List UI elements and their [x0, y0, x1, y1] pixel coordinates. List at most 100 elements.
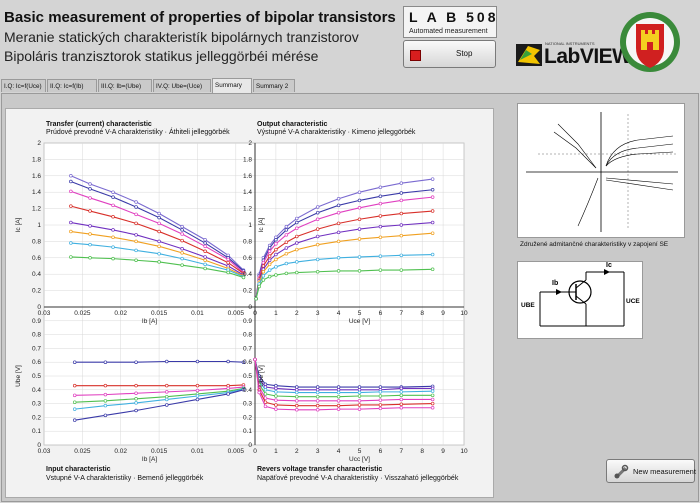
- input-data-point: [72, 393, 77, 398]
- input-data-point: [134, 391, 138, 396]
- ic-y-tick: 1.8: [32, 156, 41, 163]
- output-data-point: [267, 249, 272, 253]
- output-data-point: [357, 255, 362, 259]
- output-data-point: [336, 239, 341, 244]
- reverse-data-point: [336, 394, 341, 399]
- transfer-data-point: [111, 195, 115, 199]
- transfer-data-point: [111, 190, 115, 194]
- output-data-point: [357, 227, 362, 231]
- transfer-data-point: [203, 262, 207, 267]
- transfer-data-point: [111, 235, 115, 240]
- reverse-data-point: [378, 406, 383, 411]
- output-data-point: [336, 203, 341, 208]
- transfer-data-point: [180, 238, 184, 243]
- tab-summary-2[interactable]: Summary 2: [253, 79, 295, 92]
- output-data-point: [399, 268, 404, 272]
- transfer-data-point: [226, 260, 230, 265]
- reverse-data-point: [378, 394, 383, 398]
- output-data-point: [336, 230, 341, 235]
- new-measurement-label: New measurement: [633, 467, 696, 476]
- tab-summary[interactable]: Summary: [212, 78, 252, 93]
- ic-y-tick: 2: [37, 140, 41, 147]
- reverse-data-point: [336, 407, 341, 411]
- uce-label: UCE: [626, 298, 640, 305]
- stop-button[interactable]: Stop: [403, 40, 496, 68]
- output-data-point: [357, 237, 362, 241]
- reverse-data-point: [263, 388, 268, 392]
- ic-y-tick: 0.4: [32, 271, 41, 278]
- reverse-data-point: [357, 407, 362, 411]
- output-data-point: [430, 177, 435, 181]
- reverse-data-point: [430, 386, 435, 391]
- new-measurement-button[interactable]: New measurement: [606, 459, 696, 483]
- input-y-label: Ube [V]: [15, 365, 22, 387]
- output-data-point: [430, 195, 435, 199]
- transfer-data-point: [111, 228, 115, 232]
- reverse-y-label: Ube [V]: [258, 365, 265, 387]
- transfer-data-point: [203, 241, 207, 245]
- input-data-point: [134, 397, 138, 401]
- output-data-point: [295, 270, 299, 275]
- labview-logo: NATIONAL INSTRUMENTS LabVIEW: [514, 38, 632, 70]
- transfer-data-point: [157, 229, 161, 234]
- tab-ic-ib[interactable]: II.Q: Ic=f(Ib): [47, 79, 97, 92]
- reverse-data-point: [399, 390, 404, 394]
- transfer-data-point: [180, 263, 184, 267]
- transfer-data-point: [226, 257, 230, 262]
- transfer-data-point: [157, 244, 161, 249]
- output-data-point: [261, 264, 266, 268]
- output-data-point: [295, 216, 299, 221]
- output-data-point: [357, 190, 362, 194]
- ic-y-tick-output: 1.8: [243, 156, 252, 163]
- output-data-point: [378, 235, 383, 240]
- reverse-data-point: [357, 390, 362, 395]
- reverse-data-point: [399, 397, 404, 402]
- ib-label: Ib: [552, 280, 559, 287]
- output-data-point: [274, 247, 278, 252]
- output-data-point: [295, 220, 299, 225]
- input-data-point: [226, 386, 230, 391]
- transfer-data-point: [88, 256, 92, 260]
- ube-y-tick-reverse: 0.1: [243, 428, 252, 435]
- ic-y-tick: 0: [37, 304, 41, 311]
- ube-label: UBE: [521, 302, 535, 309]
- reverse-data-point: [295, 399, 299, 403]
- input-data-point: [241, 360, 246, 364]
- ube-y-tick: 0.3: [32, 401, 41, 408]
- tab-ube-uce[interactable]: IV.Q: Ube=(Uce): [153, 79, 211, 92]
- reverse-data-point: [336, 390, 341, 395]
- output-data-point: [399, 223, 404, 227]
- transfer-data-point: [203, 258, 207, 263]
- input-x-label: Ib [A]: [142, 456, 157, 463]
- input-data-point: [195, 394, 200, 398]
- output-data-point: [284, 261, 289, 266]
- input-data-point: [134, 401, 138, 405]
- ib-x-tick: 0.025: [74, 310, 91, 317]
- output-data-point: [295, 260, 299, 264]
- output-data-point: [261, 260, 266, 265]
- ube-y-tick: 0.8: [32, 332, 41, 339]
- output-data-point: [336, 269, 341, 273]
- ib-x-tick-input: 0.01: [191, 448, 204, 455]
- tab-ic-uce[interactable]: I.Q: Ic=f(Uce): [1, 79, 46, 92]
- input-data-point: [134, 360, 138, 364]
- transfer-data-point: [69, 174, 73, 178]
- output-x-label: Uce [V]: [349, 318, 371, 325]
- output-data-point: [357, 198, 362, 203]
- ucc-x-tick: 5: [358, 448, 362, 455]
- output-data-point: [261, 278, 266, 282]
- tab-ib-ube[interactable]: III.Q: Ib=(Ube): [98, 79, 152, 92]
- ube-y-tick-reverse: 0.4: [243, 387, 252, 394]
- ube-y-tick: 0.1: [32, 428, 41, 435]
- reverse-data-point: [378, 398, 383, 402]
- reverse-data-point: [399, 405, 404, 410]
- reverse-subtitle: Napäťové prevodné V-A charakteristiky · …: [257, 475, 459, 482]
- reverse-title: Revers voltage transfer characteristic: [257, 466, 383, 473]
- transfer-data-point: [111, 256, 115, 261]
- output-data-point: [274, 252, 278, 257]
- ic-y-tick: 1.2: [32, 206, 41, 213]
- transfer-data-point: [88, 242, 92, 247]
- reverse-data-point: [274, 390, 278, 394]
- quadrant-plots: 2 2 1.8 1.8 1.6 1.6 1.4 1.4 1.2 1.2 1 1 0.8 0.8 0.6 0.6…: [15, 140, 468, 463]
- reverse-data-point: [315, 390, 320, 395]
